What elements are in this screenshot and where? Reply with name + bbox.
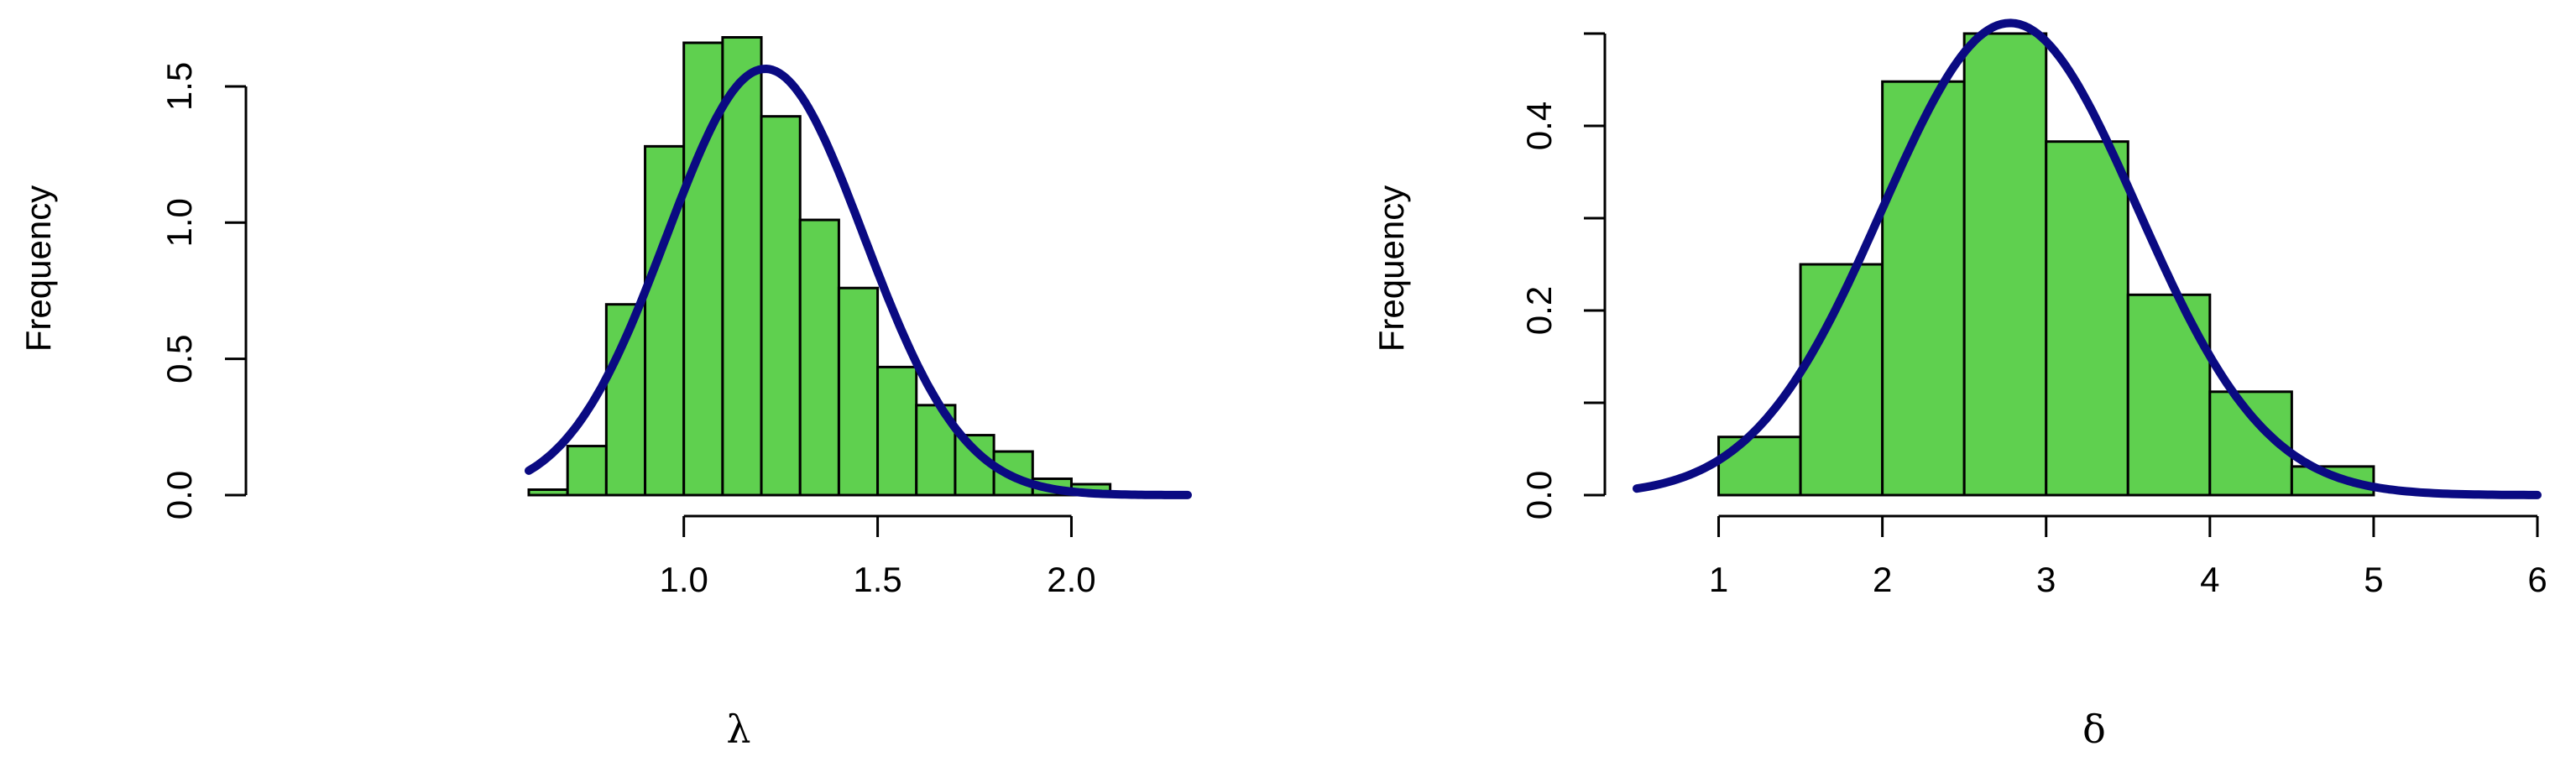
x-axis-title: λ (726, 707, 750, 752)
density-curve (525, 65, 1192, 499)
y-tick-label: 0.0 (1519, 471, 1559, 519)
histogram-bar (566, 445, 608, 497)
x-tick-label: 2.0 (1047, 560, 1095, 599)
density-curve (1633, 18, 2542, 499)
histogram-bar (2126, 293, 2212, 497)
y-tick-label: 0.2 (1519, 286, 1559, 335)
histogram-bar (1962, 32, 2048, 497)
histogram-bar (1717, 436, 1802, 497)
y-tick-label: 0.0 (159, 471, 199, 519)
x-tick-label: 1.5 (853, 560, 901, 599)
histogram-bar (527, 488, 569, 497)
histogram-bar (798, 218, 840, 497)
panel-delta: 0.0 0.2 0.4 1 2 3 4 5 6 Frequency δ (1372, 18, 2547, 752)
histogram-bar (2045, 140, 2129, 497)
histogram-bar (1881, 80, 1966, 497)
x-tick-label: 2 (1873, 560, 1892, 599)
y-axis-title: Frequency (1372, 185, 1411, 352)
panel-lambda: 0.0 0.5 1.0 1.5 1.0 1.5 2.0 Frequency λ (18, 35, 1192, 752)
x-tick-label: 4 (2200, 560, 2219, 599)
histogram-bar (721, 35, 763, 497)
y-tick-label: 0.5 (159, 334, 199, 383)
x-axis-title: δ (2082, 707, 2106, 752)
histogram-bar (876, 365, 918, 497)
x-tick-label: 1.0 (660, 560, 708, 599)
y-tick-label: 0.4 (1519, 102, 1559, 150)
y-tick-label: 1.0 (159, 198, 199, 247)
x-tick-label: 5 (2364, 560, 2383, 599)
y-axis-title: Frequency (18, 185, 58, 352)
x-tick-label: 6 (2527, 560, 2547, 599)
histogram-bar (837, 286, 880, 497)
y-tick-label: 1.5 (159, 62, 199, 111)
x-tick-label: 1 (1709, 560, 1728, 599)
x-tick-label: 3 (2036, 560, 2056, 599)
histogram-bar (760, 115, 802, 497)
